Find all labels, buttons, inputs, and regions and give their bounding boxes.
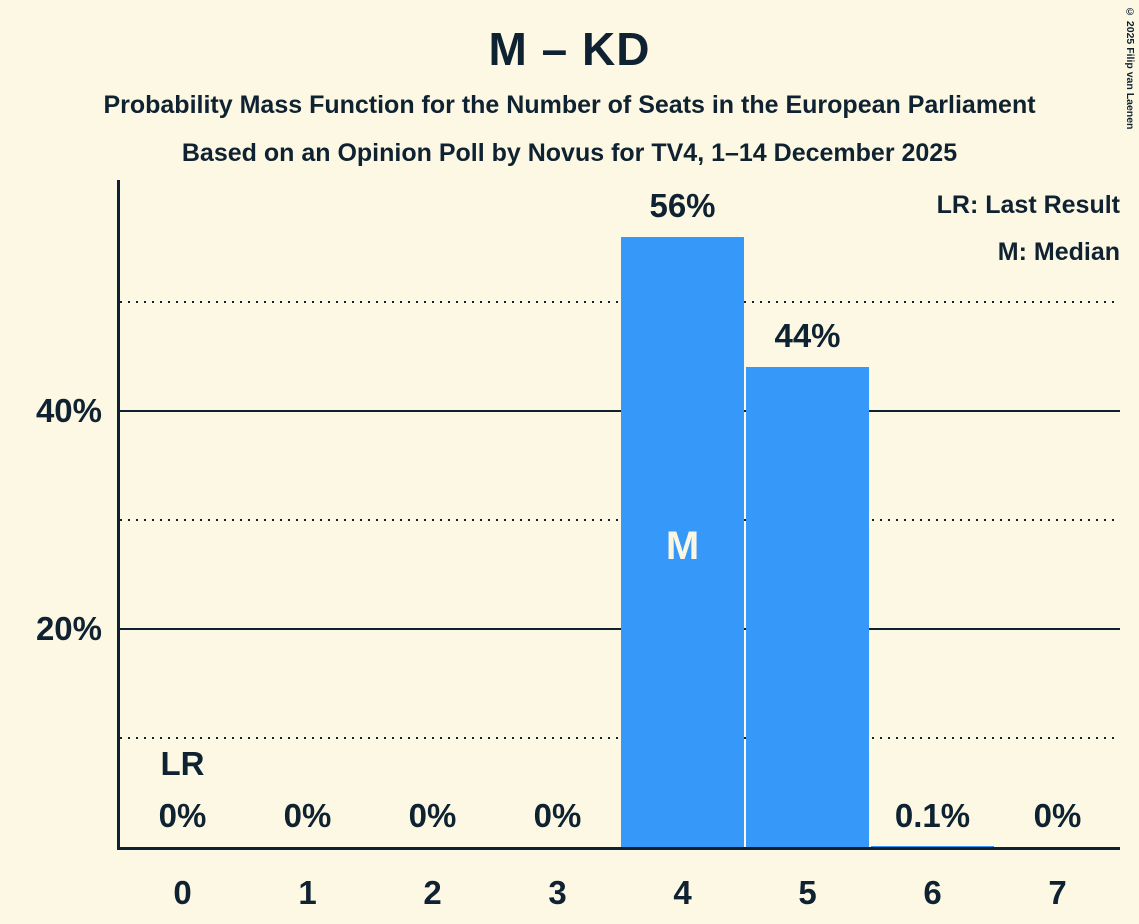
bar-value-label: 0% (158, 797, 207, 834)
band: 0% LR (120, 180, 245, 847)
x-tick-label: 5 (798, 874, 817, 911)
x-axis-line (117, 847, 1120, 850)
bar-value-label: 0% (533, 797, 582, 834)
x-tick-label: 1 (298, 874, 317, 911)
y-axis-line (117, 180, 120, 850)
x-tick-label: 2 (423, 874, 442, 911)
band: 0% (370, 180, 495, 847)
x-tick-label: 7 (1048, 874, 1067, 911)
chart-subtitle: Probability Mass Function for the Number… (103, 91, 1036, 119)
legend-last-result: LR: Last Result (936, 191, 1120, 219)
bar-value-label: 56% (649, 186, 716, 224)
band: 0.1% (870, 180, 995, 847)
legend: LR: Last Result M: Median (937, 182, 1120, 276)
y-tick-label: 40% (35, 392, 102, 429)
x-tick-label: 6 (923, 874, 942, 911)
last-result-label: LR (160, 745, 205, 782)
bar (621, 236, 744, 847)
x-tick-label: 3 (548, 874, 567, 911)
x-tick-label: 0 (173, 874, 192, 911)
band: 0% (495, 180, 620, 847)
band: 0% (245, 180, 370, 847)
gridline-dotted (120, 519, 1120, 521)
band: 56% M (620, 180, 745, 847)
copyright-notice: © 2025 Filip van Laenen (1124, 6, 1136, 130)
bar-value-label: 0% (1033, 797, 1082, 834)
plot-area: 0% LR 0 0% 1 0% 2 0% 3 56% M 4 44% 5 0.1% 6 0% 7 (117, 180, 1120, 911)
band: 44% (745, 180, 870, 847)
bar-value-label: 0% (408, 797, 457, 834)
bar-value-label: 0% (283, 797, 332, 834)
gridline-solid (120, 410, 1120, 412)
gridline-dotted (120, 737, 1120, 739)
gridline-solid (120, 628, 1120, 630)
median-marker-label: M (665, 524, 700, 568)
chart-subtitle-source: Based on an Opinion Poll by Novus for TV… (181, 139, 958, 167)
y-tick-label: 20% (35, 610, 102, 647)
x-tick-label: 4 (673, 874, 692, 911)
bar-value-label: 44% (774, 317, 841, 355)
bar (746, 367, 869, 847)
bar-value-label: 0.1% (894, 797, 971, 834)
chart-title: M – KD (488, 23, 651, 75)
bar (871, 845, 994, 847)
gridline-dotted (120, 301, 1120, 303)
legend-median: M: Median (997, 238, 1120, 266)
band: 0% (995, 180, 1120, 847)
